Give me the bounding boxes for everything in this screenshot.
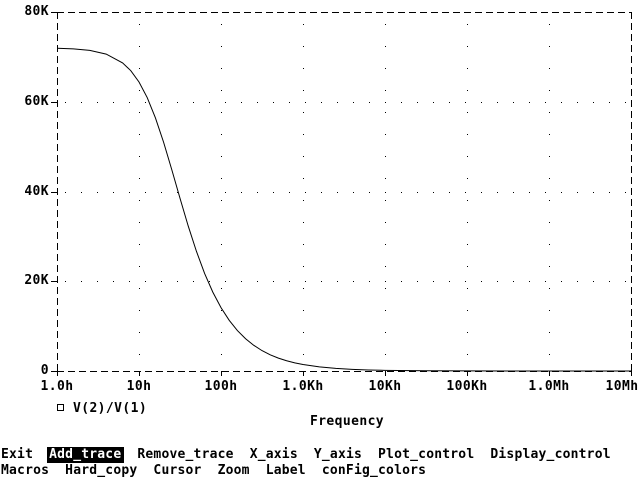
menu-item-cursor[interactable]: Cursor: [153, 463, 202, 478]
x-tick-label: 1.0h: [40, 379, 74, 394]
menu-item-exit[interactable]: Exit: [1, 447, 34, 462]
menu-row-2: Macros Hard_copy Cursor Zoom Label conFig_col…: [1, 463, 426, 478]
menu-item-x-axis[interactable]: X_axis: [249, 447, 298, 462]
y-tick-label: 20K: [24, 273, 49, 288]
x-tick-label: 10Kh: [368, 379, 402, 394]
x-tick-label: 1.0Kh: [282, 379, 324, 394]
x-tick-label: 100Kh: [446, 379, 488, 394]
trace-line: [56, 47, 632, 372]
menu-item-display-control[interactable]: Display_control: [490, 447, 611, 462]
trace-marker-square-icon: [57, 404, 64, 411]
menu-row-1: Exit Add_trace Remove_trace X_axis Y_axis Plo…: [1, 447, 611, 463]
menu-item-label[interactable]: Label: [265, 463, 306, 478]
trace-legend-label: V(2)/V(1): [73, 401, 148, 416]
menu-item-y-axis[interactable]: Y_axis: [313, 447, 363, 462]
y-tick-label: 40K: [24, 184, 49, 199]
menu-item-plot-control[interactable]: Plot_control: [378, 447, 475, 462]
menu-item-remove-trace[interactable]: Remove_trace: [137, 447, 234, 462]
x-tick-label: 100h: [204, 379, 238, 394]
x-axis-title: Frequency: [309, 414, 385, 429]
menu-item-config-colors[interactable]: conFig_colors: [321, 463, 427, 478]
menu-item-zoom[interactable]: Zoom: [217, 463, 250, 478]
y-tick-label: 60K: [24, 94, 49, 109]
x-tick-label: 10h: [126, 379, 152, 394]
x-tick-label: 10Mh: [605, 379, 639, 394]
menu-item-macros[interactable]: Macros: [1, 463, 50, 478]
menu-item-add-trace[interactable]: Add_trace: [47, 447, 125, 463]
plot-canvas: [51, 12, 632, 376]
y-tick-label: 0: [40, 363, 49, 378]
y-tick-label: 80K: [24, 4, 49, 19]
x-tick-label: 1.0Mh: [528, 379, 570, 394]
menu-item-hard-copy[interactable]: Hard_copy: [65, 463, 138, 478]
